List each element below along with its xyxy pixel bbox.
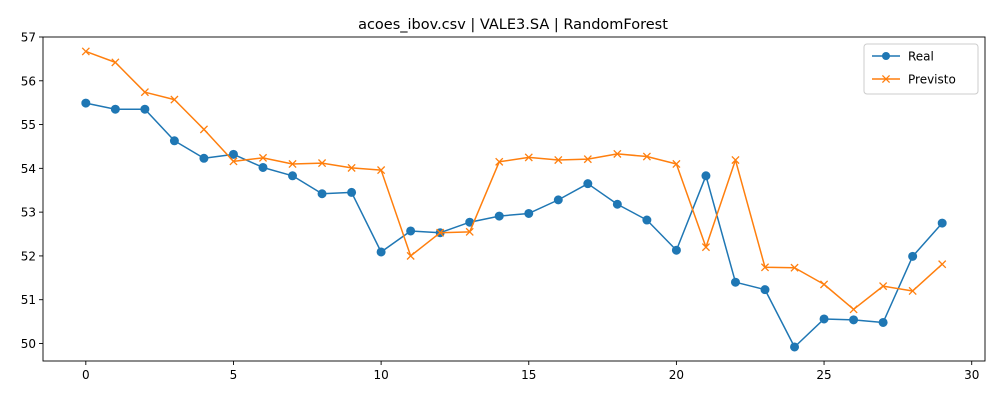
data-point-real bbox=[642, 215, 652, 225]
data-point-real bbox=[819, 314, 829, 324]
data-point-real bbox=[730, 277, 740, 287]
x-tick-label: 30 bbox=[964, 368, 979, 382]
data-point-real bbox=[524, 208, 534, 218]
data-point-previsto bbox=[258, 153, 268, 162]
data-point-real bbox=[258, 162, 268, 172]
data-point-real bbox=[228, 149, 238, 159]
data-point-real bbox=[790, 342, 800, 352]
data-point-real bbox=[583, 179, 593, 189]
data-point-real bbox=[110, 104, 120, 114]
data-point-previsto bbox=[908, 286, 917, 296]
chart-title: acoes_ibov.csv | VALE3.SA | RandomForest bbox=[358, 17, 668, 33]
data-point-real bbox=[317, 189, 327, 199]
data-point-previsto bbox=[170, 95, 179, 104]
plot-frame bbox=[42, 36, 986, 362]
data-point-previsto bbox=[347, 163, 356, 172]
data-point-previsto bbox=[879, 282, 888, 291]
data-point-real bbox=[908, 251, 918, 261]
legend-item-previsto: Previsto bbox=[872, 73, 956, 87]
data-point-previsto bbox=[672, 159, 681, 169]
data-point-previsto bbox=[436, 228, 445, 237]
data-point-previsto bbox=[377, 166, 386, 175]
y-tick-label: 55 bbox=[21, 118, 36, 132]
data-point-previsto bbox=[820, 280, 829, 289]
y-tick-label: 52 bbox=[21, 249, 36, 263]
legend-label-real: Real bbox=[908, 50, 934, 64]
legend-item-real: Real bbox=[872, 50, 934, 64]
data-point-previsto bbox=[111, 58, 120, 67]
data-point-previsto bbox=[406, 251, 415, 260]
y-tick-label: 57 bbox=[21, 31, 36, 45]
data-point-real bbox=[760, 285, 770, 295]
data-point-previsto bbox=[790, 263, 799, 272]
series-line-previsto bbox=[85, 50, 943, 311]
data-point-previsto bbox=[81, 47, 90, 56]
data-point-real bbox=[612, 199, 622, 209]
data-point-previsto bbox=[554, 155, 563, 165]
x-tick-label: 10 bbox=[373, 368, 388, 382]
data-point-real bbox=[288, 171, 298, 181]
data-point-previsto bbox=[642, 152, 651, 161]
data-point-real bbox=[849, 315, 859, 325]
x-tick-label: 15 bbox=[521, 368, 536, 382]
data-point-previsto bbox=[938, 260, 947, 269]
data-point-previsto bbox=[524, 153, 533, 162]
data-point-real bbox=[878, 317, 888, 327]
x-tick-label: 5 bbox=[230, 368, 238, 382]
data-point-previsto bbox=[583, 155, 592, 164]
x-tick-label: 25 bbox=[816, 368, 831, 382]
data-point-previsto bbox=[317, 159, 327, 168]
data-point-real bbox=[347, 187, 357, 197]
legend-marker-real bbox=[882, 52, 890, 60]
y-tick-label: 54 bbox=[21, 162, 36, 176]
y-tick-label: 51 bbox=[21, 293, 36, 307]
data-point-previsto bbox=[199, 125, 208, 134]
data-point-real bbox=[406, 226, 416, 236]
data-point-real bbox=[169, 136, 179, 146]
data-point-previsto bbox=[229, 157, 238, 166]
data-point-previsto bbox=[701, 243, 711, 252]
legend-marker-previsto bbox=[881, 74, 891, 84]
data-point-real bbox=[701, 171, 711, 181]
data-point-real bbox=[937, 218, 947, 228]
x-tick-label: 20 bbox=[669, 368, 684, 382]
data-point-previsto bbox=[288, 159, 297, 169]
data-point-previsto bbox=[760, 263, 770, 272]
y-tick-label: 56 bbox=[21, 74, 36, 88]
legend-label-previsto: Previsto bbox=[908, 73, 956, 87]
data-point-real bbox=[140, 104, 150, 114]
data-point-previsto bbox=[849, 305, 858, 314]
data-point-previsto bbox=[613, 149, 622, 158]
data-point-real bbox=[81, 98, 91, 108]
data-point-real bbox=[376, 247, 386, 257]
data-point-previsto bbox=[465, 227, 474, 236]
data-point-previsto bbox=[140, 88, 149, 97]
y-tick-label: 50 bbox=[21, 337, 36, 351]
data-point-previsto bbox=[731, 155, 740, 165]
y-tick-label: 53 bbox=[21, 206, 36, 220]
data-point-real bbox=[494, 211, 504, 221]
data-point-real bbox=[553, 195, 563, 205]
data-point-real bbox=[671, 245, 681, 255]
data-point-previsto bbox=[495, 157, 504, 166]
data-point-real bbox=[199, 153, 209, 163]
x-tick-label: 0 bbox=[82, 368, 90, 382]
